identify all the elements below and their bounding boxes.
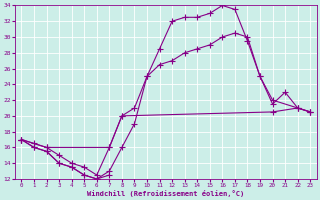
- X-axis label: Windchill (Refroidissement éolien,°C): Windchill (Refroidissement éolien,°C): [87, 190, 244, 197]
